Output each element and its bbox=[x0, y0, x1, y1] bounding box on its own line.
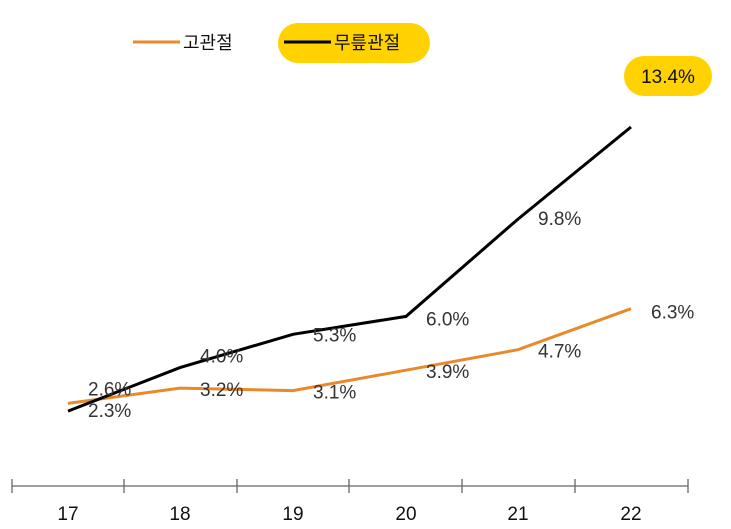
x-axis: 17 18 19 20 21 22 bbox=[11, 479, 689, 525]
data-label-hip: 3.1% bbox=[313, 383, 356, 404]
highlight-badge bbox=[624, 56, 712, 96]
data-labels: 2.6% 3.2% 3.1% 3.9% 4.7% 6.3% 2.3% 4.0% 5.3% 6.0%… bbox=[88, 56, 712, 422]
data-label-knee: 2.3% bbox=[88, 401, 131, 422]
data-label-knee: 5.3% bbox=[313, 325, 356, 346]
data-label-knee: 4.0% bbox=[200, 347, 243, 368]
legend-label-knee: 무릎관절 bbox=[334, 33, 400, 54]
data-label-hip: 4.7% bbox=[538, 342, 581, 363]
data-label-hip: 3.2% bbox=[200, 380, 243, 401]
series-line-knee bbox=[67, 125, 632, 413]
series-lines bbox=[67, 125, 632, 413]
x-tick-label: 22 bbox=[620, 504, 641, 525]
x-tick-label: 19 bbox=[282, 504, 303, 525]
data-label-hip: 2.6% bbox=[88, 379, 131, 400]
x-tick-label: 21 bbox=[507, 504, 528, 525]
x-tick-label: 17 bbox=[57, 504, 78, 525]
legend-highlight bbox=[278, 23, 430, 63]
data-label-knee: 6.0% bbox=[426, 309, 469, 330]
data-label-hip: 3.9% bbox=[426, 362, 469, 383]
series-line-hip bbox=[67, 307, 632, 405]
data-label-hip: 6.3% bbox=[651, 303, 694, 324]
data-label-knee-highlight: 13.4% bbox=[641, 67, 695, 88]
x-tick-label: 18 bbox=[169, 504, 190, 525]
x-tick-label: 20 bbox=[395, 504, 416, 525]
legend: 고관절 무릎관절 bbox=[133, 23, 430, 63]
data-label-knee: 9.8% bbox=[538, 209, 581, 230]
legend-label-hip: 고관절 bbox=[183, 33, 233, 54]
